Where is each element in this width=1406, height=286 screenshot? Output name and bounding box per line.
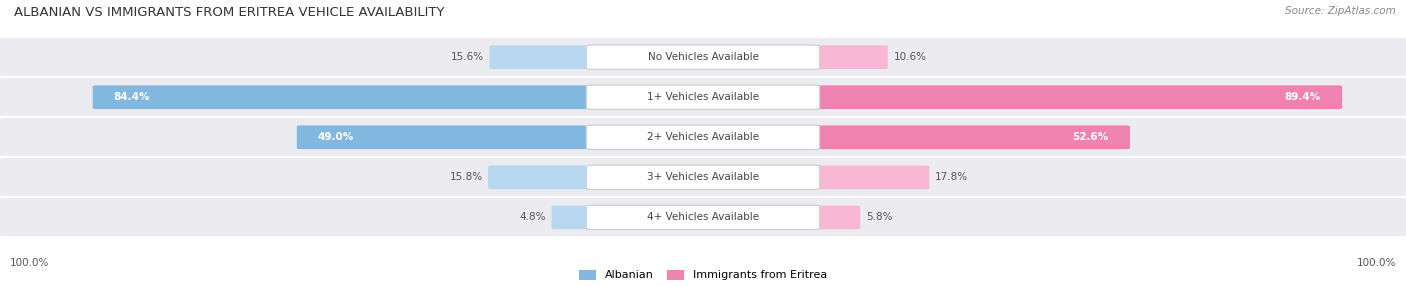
Text: 15.6%: 15.6% xyxy=(450,52,484,62)
Text: 4+ Vehicles Available: 4+ Vehicles Available xyxy=(647,212,759,222)
FancyBboxPatch shape xyxy=(586,125,820,149)
FancyBboxPatch shape xyxy=(551,205,588,229)
FancyBboxPatch shape xyxy=(586,165,820,189)
FancyBboxPatch shape xyxy=(818,45,887,69)
Text: Source: ZipAtlas.com: Source: ZipAtlas.com xyxy=(1285,6,1396,16)
FancyBboxPatch shape xyxy=(818,165,929,189)
FancyBboxPatch shape xyxy=(818,86,1343,109)
FancyBboxPatch shape xyxy=(586,45,820,69)
Text: 5.8%: 5.8% xyxy=(866,212,893,222)
FancyBboxPatch shape xyxy=(93,86,588,109)
Text: 84.4%: 84.4% xyxy=(114,92,150,102)
Text: 2+ Vehicles Available: 2+ Vehicles Available xyxy=(647,132,759,142)
Text: 100.0%: 100.0% xyxy=(10,258,49,268)
Text: No Vehicles Available: No Vehicles Available xyxy=(648,52,758,62)
FancyBboxPatch shape xyxy=(0,78,1406,116)
FancyBboxPatch shape xyxy=(0,118,1406,156)
Text: 10.6%: 10.6% xyxy=(893,52,927,62)
FancyBboxPatch shape xyxy=(0,38,1406,76)
FancyBboxPatch shape xyxy=(586,85,820,110)
Text: 3+ Vehicles Available: 3+ Vehicles Available xyxy=(647,172,759,182)
FancyBboxPatch shape xyxy=(0,198,1406,236)
FancyBboxPatch shape xyxy=(818,205,860,229)
Text: 100.0%: 100.0% xyxy=(1357,258,1396,268)
Text: 15.8%: 15.8% xyxy=(450,172,482,182)
Text: 52.6%: 52.6% xyxy=(1073,132,1109,142)
Legend: Albanian, Immigrants from Eritrea: Albanian, Immigrants from Eritrea xyxy=(579,270,827,281)
Text: 1+ Vehicles Available: 1+ Vehicles Available xyxy=(647,92,759,102)
Text: 17.8%: 17.8% xyxy=(935,172,969,182)
FancyBboxPatch shape xyxy=(488,165,588,189)
Text: 89.4%: 89.4% xyxy=(1285,92,1322,102)
FancyBboxPatch shape xyxy=(489,45,588,69)
Text: ALBANIAN VS IMMIGRANTS FROM ERITREA VEHICLE AVAILABILITY: ALBANIAN VS IMMIGRANTS FROM ERITREA VEHI… xyxy=(14,6,444,19)
FancyBboxPatch shape xyxy=(586,205,820,229)
Text: 49.0%: 49.0% xyxy=(318,132,354,142)
FancyBboxPatch shape xyxy=(297,125,588,149)
FancyBboxPatch shape xyxy=(0,158,1406,196)
Text: 4.8%: 4.8% xyxy=(519,212,546,222)
FancyBboxPatch shape xyxy=(818,125,1130,149)
